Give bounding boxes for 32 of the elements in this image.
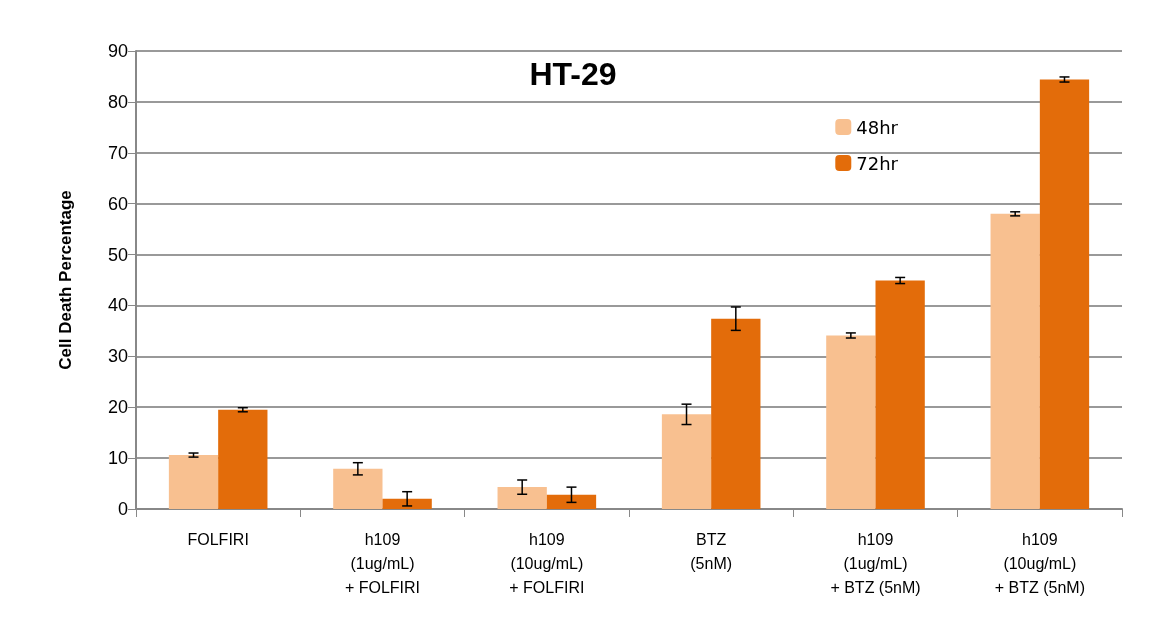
bar	[168, 455, 219, 509]
bar	[875, 280, 925, 509]
y-tick-label: 50	[107, 244, 128, 265]
y-tick-label: 10	[107, 448, 128, 469]
y-tick-label: 40	[107, 295, 128, 316]
y-tick-label: 20	[107, 397, 128, 418]
chart-title: HT-29	[529, 56, 617, 92]
y-tick-label: 90	[107, 41, 128, 61]
x-tick-label: BTZ (5nM)	[690, 530, 733, 572]
y-axis-title: Cell Death Percentage	[56, 190, 75, 370]
x-tick-label: FOLFIRI	[187, 530, 249, 548]
bar	[826, 335, 876, 509]
legend-label: 72hr	[856, 152, 899, 174]
y-tick-label: 70	[107, 142, 128, 163]
y-tick-label: 30	[107, 346, 128, 367]
bar	[497, 487, 547, 509]
y-tick-label: 80	[107, 91, 128, 112]
y-tick-label: 0	[117, 499, 128, 519]
bar	[546, 494, 597, 509]
x-tick-label: h109 (10ug/mL) + FOLFIRI	[509, 530, 585, 596]
bar	[333, 468, 383, 509]
bar	[218, 409, 268, 509]
bar	[661, 414, 712, 509]
x-tick-label: h109 (1ug/mL) + FOLFIRI	[344, 530, 421, 596]
bar	[1039, 79, 1090, 509]
bar	[382, 498, 432, 509]
bar	[711, 318, 761, 509]
y-tick-label: 60	[107, 193, 128, 214]
legend-label: 48hr	[856, 116, 899, 138]
bar	[990, 213, 1040, 509]
x-tick-label: h109 (10ug/mL) + BTZ (5nM)	[994, 530, 1085, 596]
x-tick-label: h109 (1ug/mL) + BTZ (5nM)	[830, 530, 921, 596]
